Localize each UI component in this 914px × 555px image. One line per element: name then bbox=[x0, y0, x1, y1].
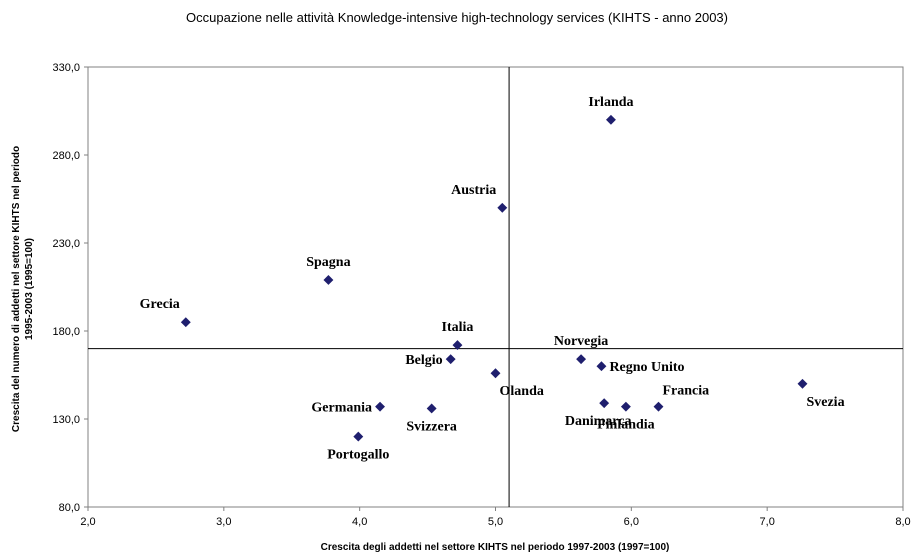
y-tick-label: 280,0 bbox=[52, 150, 80, 162]
data-point-grecia bbox=[180, 317, 191, 328]
data-label-olanda: Olanda bbox=[500, 384, 544, 399]
data-label-spagna: Spagna bbox=[306, 255, 350, 270]
data-point-svizzera bbox=[426, 403, 437, 414]
y-axis-title-line-1: Crescita del numero di addetti nel setto… bbox=[11, 146, 22, 432]
y-tick-label: 180,0 bbox=[52, 326, 80, 338]
reference-lines bbox=[88, 67, 903, 507]
x-axis-ticks: 2,0 3,0 4,0 5,0 6,0 7,0 8,0 bbox=[80, 507, 911, 528]
data-label-finlandia: Finlandia bbox=[597, 418, 655, 433]
data-point-olanda bbox=[490, 368, 501, 379]
data-point-irlanda bbox=[606, 114, 616, 125]
data-point-germania bbox=[375, 401, 385, 412]
data-point-italia bbox=[452, 340, 463, 351]
y-tick-label: 130,0 bbox=[52, 414, 80, 426]
y-axis-title: Crescita del numero di addetti nel setto… bbox=[11, 146, 35, 432]
data-label-svizzera: Svizzera bbox=[406, 419, 457, 434]
data-label-germania: Germania bbox=[311, 401, 372, 416]
x-tick-label: 6,0 bbox=[624, 516, 639, 528]
data-label-austria: Austria bbox=[451, 183, 496, 198]
data-label-regno-unito: Regno Unito bbox=[609, 360, 684, 375]
data-label-belgio: Belgio bbox=[405, 353, 442, 368]
y-tick-label: 330,0 bbox=[52, 62, 80, 74]
data-point-portogallo bbox=[353, 431, 364, 442]
data-point-austria bbox=[497, 202, 508, 213]
y-axis-ticks: 80,0 130,0 180,0 230,0 280,0 330,0 bbox=[52, 62, 88, 514]
data-label-francia: Francia bbox=[663, 384, 710, 399]
data-point-regno-unito bbox=[596, 361, 607, 372]
data-point-norvegia bbox=[576, 354, 587, 365]
y-axis-title-line-2: 1995-2003 (1995=100) bbox=[24, 238, 35, 340]
data-label-danimarca: Danimarca bbox=[565, 414, 632, 429]
data-point-spagna bbox=[323, 275, 334, 285]
data-label-svezia: Svezia bbox=[806, 395, 844, 410]
x-tick-label: 2,0 bbox=[80, 516, 95, 528]
x-tick-label: 4,0 bbox=[352, 516, 367, 528]
data-point-svezia bbox=[797, 378, 808, 389]
y-tick-label: 230,0 bbox=[52, 238, 80, 250]
data-label-grecia: Grecia bbox=[140, 297, 180, 312]
data-label-italia: Italia bbox=[442, 320, 474, 335]
data-point-danimarca bbox=[599, 398, 610, 409]
data-points: Irlanda Austria Spagna Grecia Italia Norvegia… bbox=[140, 95, 845, 463]
data-point-belgio bbox=[445, 354, 456, 365]
x-tick-label: 8,0 bbox=[895, 516, 910, 528]
x-axis-title: Crescita degli addetti nel settore KIHTS… bbox=[321, 542, 670, 553]
x-tick-label: 7,0 bbox=[760, 516, 775, 528]
data-label-portogallo: Portogallo bbox=[327, 448, 389, 463]
data-label-norvegia: Norvegia bbox=[554, 334, 608, 349]
chart-title: Occupazione nelle attività Knowledge-int… bbox=[186, 10, 728, 25]
x-tick-label: 3,0 bbox=[216, 516, 231, 528]
data-point-francia bbox=[653, 401, 664, 412]
x-tick-label: 5,0 bbox=[488, 516, 503, 528]
data-label-irlanda: Irlanda bbox=[588, 95, 633, 110]
y-tick-label: 80,0 bbox=[59, 502, 80, 514]
plot-area bbox=[87, 66, 904, 508]
data-point-finlandia bbox=[620, 401, 631, 412]
